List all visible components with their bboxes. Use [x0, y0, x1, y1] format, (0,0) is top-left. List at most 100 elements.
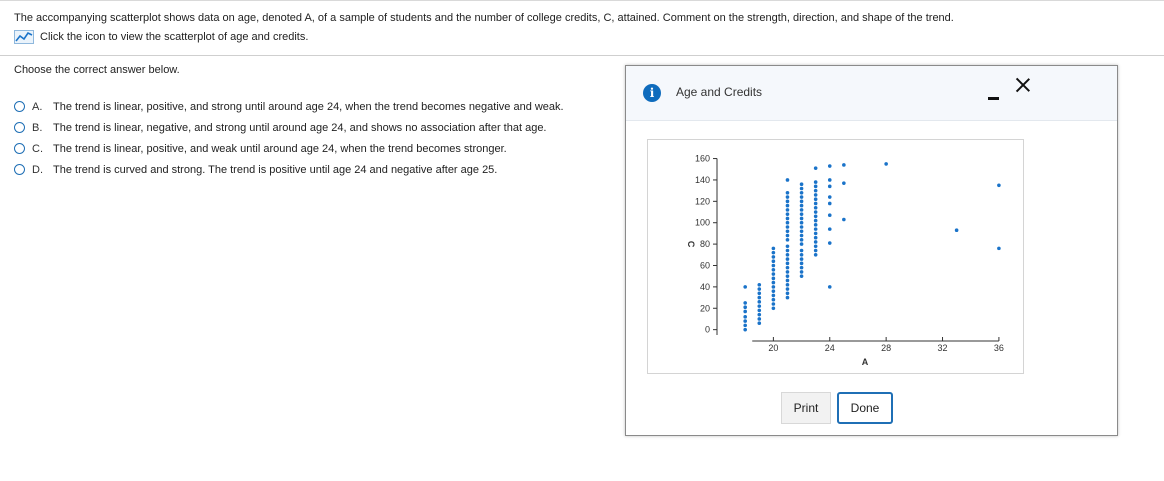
data-point: [743, 319, 747, 323]
data-point: [757, 321, 762, 326]
data-point: [799, 233, 804, 238]
data-point: [771, 302, 776, 306]
option-b-text[interactable]: The trend is linear, negative, and stron…: [53, 121, 547, 134]
data-point: [799, 252, 804, 257]
data-point: [827, 241, 832, 245]
y-tick-label: 140: [695, 175, 710, 185]
x-tick-label: 32: [938, 343, 948, 353]
data-point: [813, 223, 818, 227]
data-point: [799, 265, 804, 270]
data-point: [997, 183, 1001, 188]
data-point: [799, 261, 804, 266]
dialog-header: i Age and Credits: [626, 66, 1117, 121]
data-point: [827, 201, 832, 206]
data-point: [799, 199, 804, 204]
y-tick-label: 40: [700, 282, 710, 292]
question-text: The accompanying scatterplot shows data …: [14, 12, 954, 24]
data-point: [799, 195, 804, 199]
data-point: [785, 199, 790, 204]
minimize-button[interactable]: [988, 88, 1000, 102]
data-point: [827, 227, 832, 231]
data-point: [813, 240, 818, 244]
option-a[interactable]: A. The trend is linear, positive, and st…: [14, 96, 564, 117]
option-c-text[interactable]: The trend is linear, positive, and weak …: [53, 142, 507, 155]
data-point: [743, 305, 747, 309]
data-point: [771, 263, 776, 268]
option-d[interactable]: D. The trend is curved and strong. The t…: [14, 159, 564, 180]
data-point: [771, 259, 776, 264]
scatterplot-link[interactable]: Click the icon to view the scatterplot o…: [14, 30, 308, 44]
data-point: [799, 186, 804, 191]
option-d-text[interactable]: The trend is curved and strong. The tren…: [53, 163, 498, 176]
radio-c[interactable]: [14, 143, 25, 154]
answer-options: A. The trend is linear, positive, and st…: [14, 96, 564, 180]
data-point: [785, 178, 790, 182]
data-point: [813, 201, 818, 206]
top-border: [0, 0, 1164, 4]
chart-icon[interactable]: [14, 30, 34, 44]
option-b[interactable]: B. The trend is linear, negative, and st…: [14, 117, 564, 138]
option-c[interactable]: C. The trend is linear, positive, and we…: [14, 138, 564, 159]
data-point: [757, 287, 762, 291]
data-point: [757, 308, 762, 313]
data-point: [771, 267, 776, 272]
option-a-letter: A.: [32, 100, 43, 113]
data-point: [799, 182, 804, 187]
data-point: [799, 190, 804, 195]
radio-d[interactable]: [14, 164, 25, 175]
info-icon: i: [643, 84, 661, 102]
done-button[interactable]: Done: [837, 392, 893, 424]
y-tick-label: 160: [695, 154, 710, 164]
x-tick-label: 36: [994, 343, 1004, 353]
data-point: [785, 190, 790, 195]
data-point: [757, 282, 762, 287]
data-point: [757, 317, 762, 321]
data-point: [771, 246, 776, 251]
data-point: [813, 244, 818, 249]
y-tick-label: 20: [700, 303, 710, 313]
data-point: [785, 257, 790, 261]
data-point: [743, 323, 747, 328]
data-point: [785, 295, 790, 300]
data-point: [771, 250, 776, 255]
data-point: [827, 195, 832, 199]
scatterplot-link-label[interactable]: Click the icon to view the scatterplot o…: [40, 31, 309, 43]
data-point: [743, 301, 747, 305]
data-point: [785, 208, 790, 212]
scatterplot-svg: 0 20 40 60 80 100 120 140 160 20 24 28 32 36 A C: [686, 154, 1004, 367]
data-point: [785, 195, 790, 199]
dialog-title: Age and Credits: [676, 85, 763, 99]
option-d-letter: D.: [32, 163, 43, 176]
answer-prompt: Choose the correct answer below.: [14, 64, 180, 76]
data-point: [827, 213, 832, 218]
data-point: [771, 272, 776, 276]
radio-a[interactable]: [14, 101, 25, 112]
x-tick-label: 20: [768, 343, 778, 353]
data-point: [785, 229, 790, 234]
data-point: [757, 291, 762, 296]
data-point: [827, 178, 832, 182]
data-point: [813, 227, 818, 231]
x-tick-label: 24: [825, 343, 835, 353]
y-axis-title: C: [686, 241, 696, 248]
option-a-text[interactable]: The trend is linear, positive, and stron…: [53, 100, 564, 113]
data-point: [799, 208, 804, 212]
data-point: [842, 181, 846, 185]
data-point: [785, 282, 790, 287]
data-point: [743, 285, 747, 289]
y-tick-label: 100: [695, 218, 710, 228]
data-point: [997, 246, 1001, 251]
data-point: [785, 216, 790, 221]
data-point: [799, 216, 804, 221]
print-button[interactable]: Print: [781, 392, 831, 424]
y-tick-label: 120: [695, 196, 710, 206]
data-point: [785, 220, 790, 225]
close-button[interactable]: [1014, 76, 1032, 94]
data-point: [813, 214, 818, 219]
data-point: [884, 162, 888, 166]
data-point: [785, 278, 790, 283]
radio-b[interactable]: [14, 122, 25, 133]
data-point: [785, 225, 790, 229]
data-point: [785, 274, 790, 278]
data-point: [785, 265, 790, 270]
